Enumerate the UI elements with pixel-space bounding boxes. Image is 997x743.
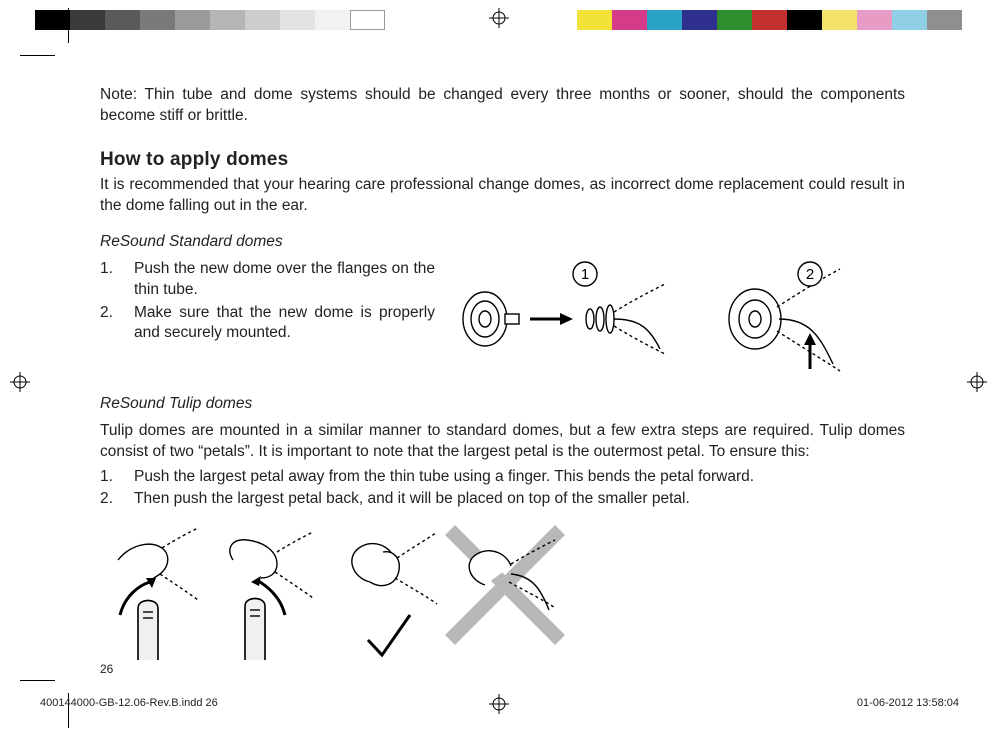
registration-mark-icon	[967, 372, 987, 392]
imprint-footer: 400144000-GB-12.06-Rev.B.indd 26 01-06-2…	[40, 697, 959, 709]
footer-timestamp: 01-06-2012 13:58:04	[857, 697, 959, 709]
figure-tulip-domes	[100, 520, 905, 670]
tulip-domes-steps: 1.Push the largest petal away from the t…	[100, 467, 905, 511]
subheading-tulip-domes: ReSound Tulip domes	[100, 395, 905, 413]
list-item: 1.Push the new dome over the flanges on …	[100, 259, 435, 301]
subheading-standard-domes: ReSound Standard domes	[100, 233, 905, 251]
footer-file: 400144000-GB-12.06-Rev.B.indd 26	[40, 697, 218, 709]
crop-mark	[68, 8, 69, 43]
registration-mark-icon	[10, 372, 30, 392]
tulip-para: Tulip domes are mounted in a similar man…	[100, 421, 905, 463]
intro-text: It is recommended that your hearing care…	[100, 175, 905, 217]
check-icon	[368, 615, 410, 655]
heading-how-to-apply-domes: How to apply domes	[100, 149, 905, 171]
registration-mark-icon	[489, 8, 509, 28]
crop-mark	[20, 55, 55, 56]
crop-mark	[20, 680, 55, 681]
page-content: Note: Thin tube and dome systems should …	[100, 85, 905, 670]
list-item: 2.Then push the largest petal back, and …	[100, 489, 905, 510]
figure-label-2: 2	[806, 266, 814, 283]
list-item: 1.Push the largest petal away from the t…	[100, 467, 905, 488]
list-item: 2.Make sure that the new dome is properl…	[100, 303, 435, 345]
page-number: 26	[100, 662, 113, 676]
printer-colorbar-left	[35, 10, 385, 30]
figure-standard-domes: 1 2	[455, 259, 910, 379]
figure-label-1: 1	[581, 266, 589, 283]
standard-domes-steps: 1.Push the new dome over the flanges on …	[100, 259, 435, 345]
printer-colorbar-right	[577, 10, 962, 30]
note-text: Note: Thin tube and dome systems should …	[100, 85, 905, 127]
